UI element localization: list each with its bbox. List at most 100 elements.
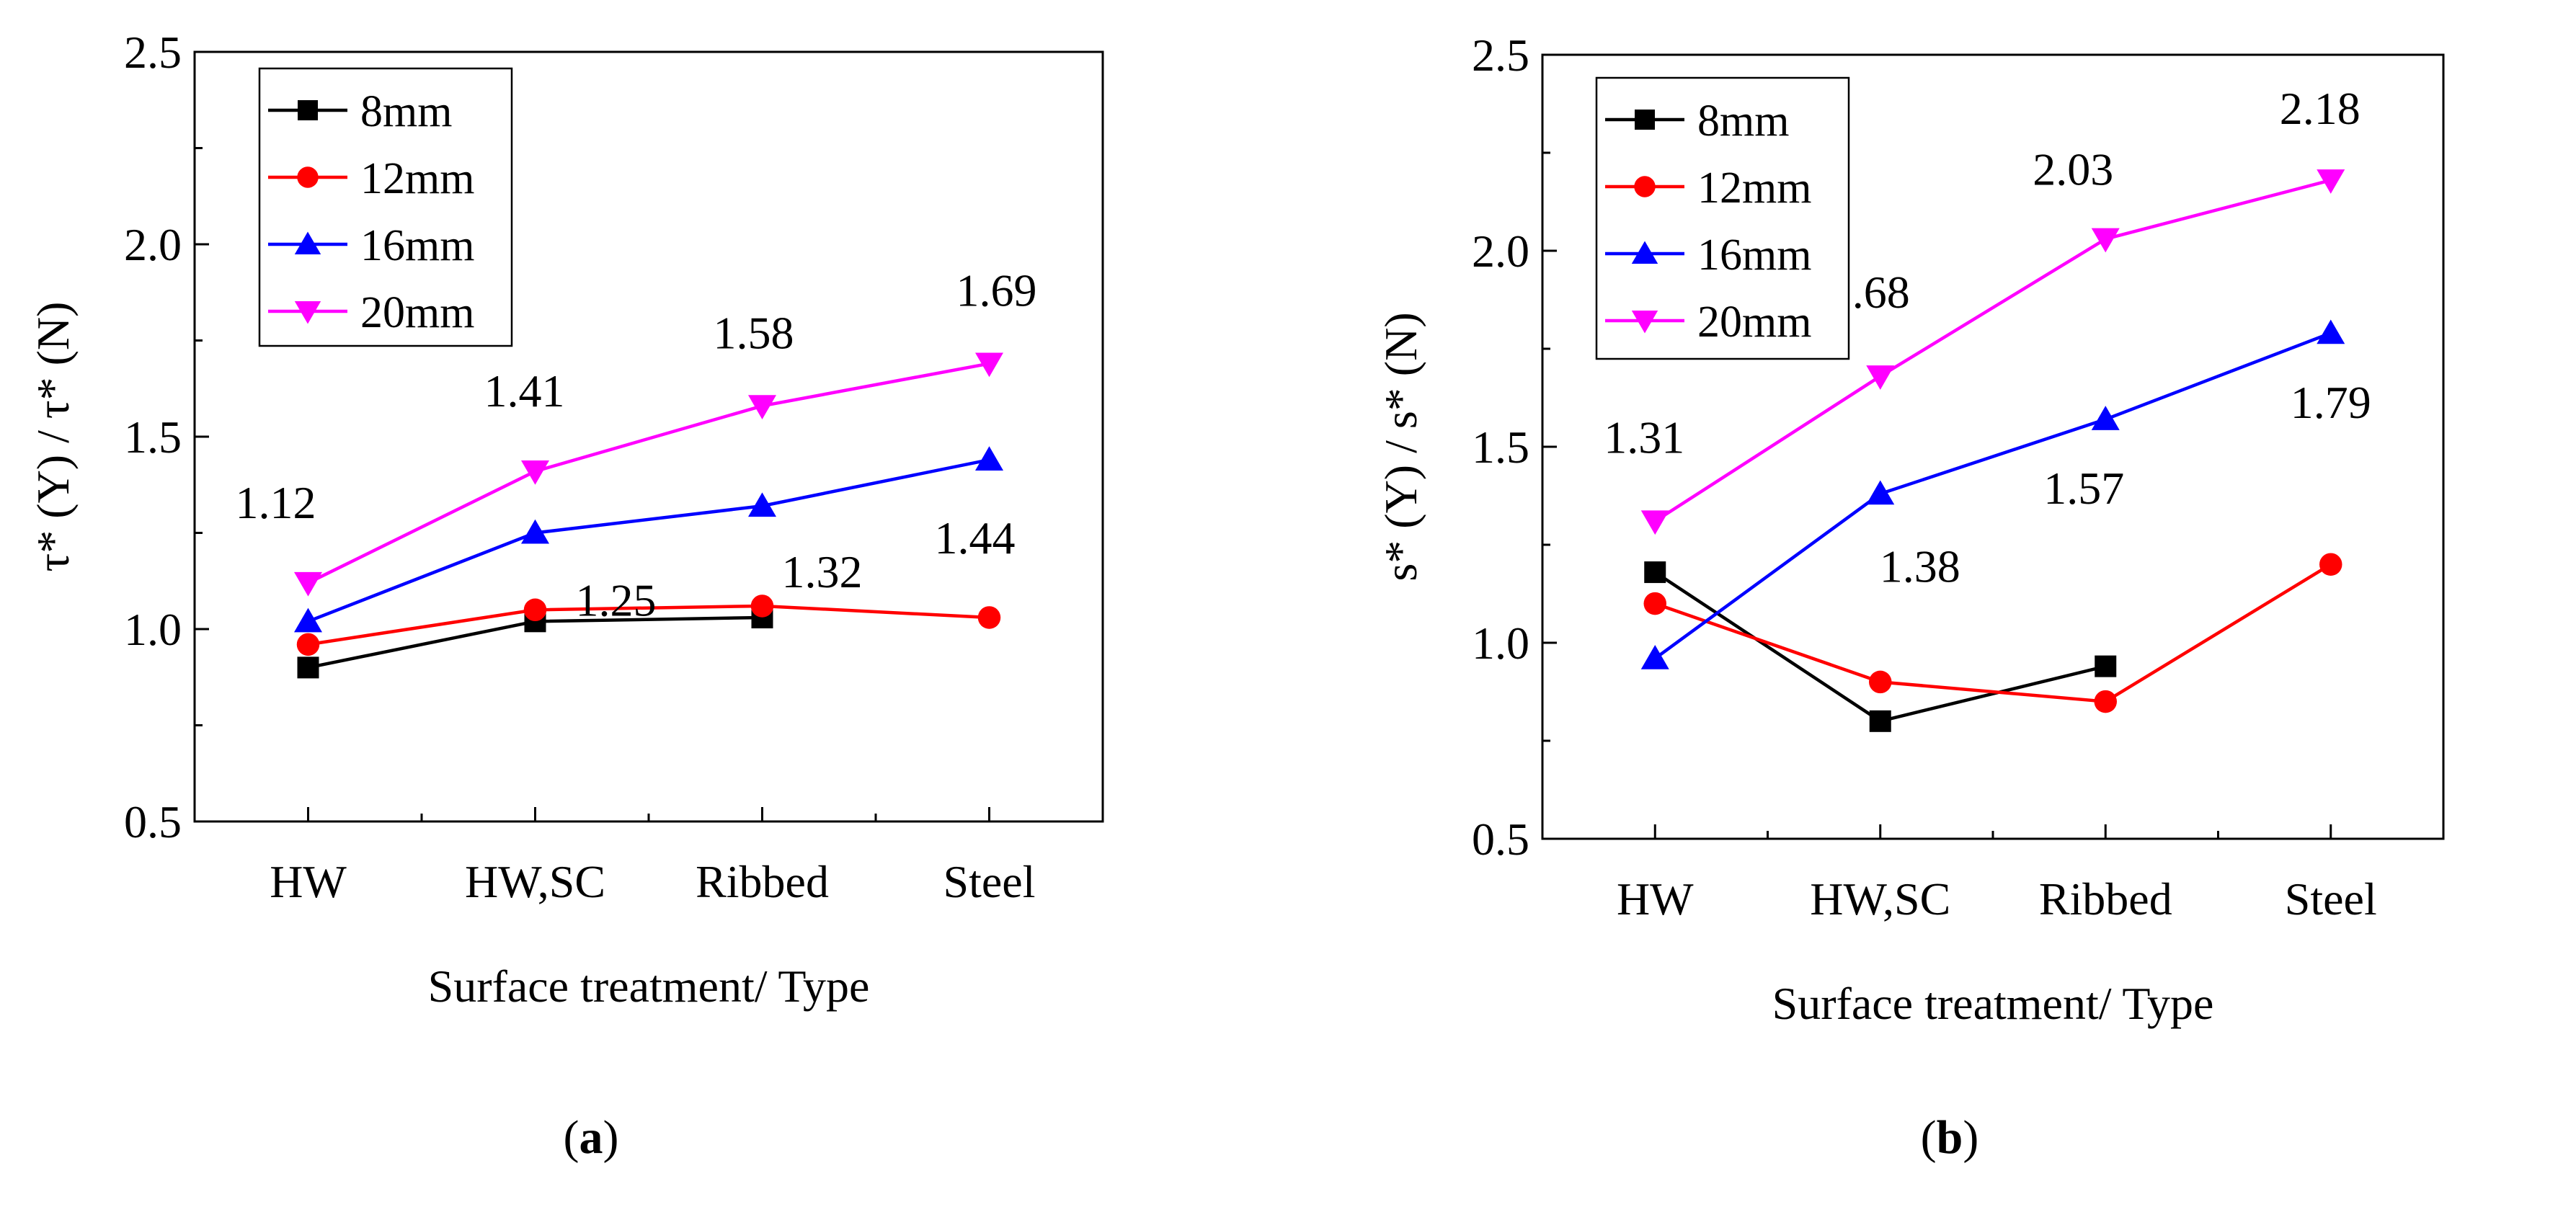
data-point: [2091, 406, 2120, 430]
series-12mm: [1643, 553, 2342, 713]
y-tick-label: 2.5: [1472, 30, 1529, 81]
data-label: 1.41: [484, 365, 565, 417]
series-12mm: [296, 594, 1001, 656]
panel-label-open: (: [564, 1111, 579, 1164]
x-tick-label: HW,SC: [1810, 873, 1950, 925]
legend-marker: [294, 301, 321, 324]
data-point: [294, 571, 322, 597]
legend-marker: [1631, 241, 1658, 264]
series-16mm: [294, 446, 1003, 633]
legend-item-12mm: 12mm: [1605, 164, 1811, 213]
data-point: [975, 352, 1003, 378]
data-point: [2091, 228, 2120, 253]
series-16mm: [1640, 319, 2345, 669]
legend-label: 20mm: [360, 288, 474, 337]
data-point: [1869, 710, 1891, 732]
data-point: [2317, 169, 2345, 194]
y-tick-label: 1.0: [1472, 618, 1529, 669]
legend-item-16mm: 16mm: [268, 221, 474, 270]
chart-panel-a: 0.5 1.0 1.5 2.0 2.5 HW HW,SC Ribbed Steel Surface…: [27, 27, 1104, 1164]
y-tick-label: 2.0: [1472, 226, 1529, 277]
data-point: [2094, 690, 2117, 713]
y-tick-label: 2.5: [124, 27, 182, 78]
legend-marker: [1635, 110, 1655, 130]
x-tick-label: Steel: [943, 856, 1036, 907]
legend-label: 8mm: [1697, 97, 1789, 146]
series-20mm: [294, 352, 1003, 597]
legend-marker: [1634, 176, 1656, 197]
y-tick-label: 0.5: [124, 796, 182, 847]
data-point: [1866, 480, 1895, 505]
series-line: [308, 604, 990, 646]
panel-label-close: ): [1963, 1111, 1978, 1164]
data-label: 1.44: [935, 512, 1016, 564]
legend-item-16mm: 16mm: [1605, 231, 1811, 280]
data-point: [977, 606, 1001, 629]
data-point: [2317, 319, 2345, 344]
data-point: [294, 607, 322, 633]
legend-label: 16mm: [360, 221, 474, 270]
x-axis-title: Surface treatment/ Type: [1772, 978, 2214, 1029]
x-tick-label: Ribbed: [696, 856, 829, 907]
data-label: 1.31: [1604, 411, 1684, 463]
panel-label-letter: b: [1937, 1111, 1963, 1164]
data-label: 1.58: [714, 307, 794, 358]
legend-item-20mm: 20mm: [268, 288, 474, 337]
panel-label: (b): [1921, 1111, 1979, 1164]
data-point: [521, 460, 549, 485]
data-label: 1.38: [1880, 540, 1960, 592]
legend-label: 20mm: [1697, 298, 1811, 347]
y-tick-label: 2.0: [124, 219, 182, 270]
data-point: [975, 446, 1003, 471]
chart-panel-b: 0.5 1.0 1.5 2.0 2.5 HW HW,SC Ribbed Steel Surface…: [1375, 30, 2445, 1164]
y-axis-title: τ* (Y) / τ* (N): [27, 302, 79, 572]
legend-label: 12mm: [1697, 164, 1811, 213]
series-20mm: [1640, 169, 2345, 535]
data-point: [521, 519, 549, 544]
data-point: [296, 633, 320, 656]
legend-marker: [1631, 311, 1658, 334]
data-label: 2.18: [2280, 83, 2360, 134]
data-label: 1.32: [782, 546, 863, 597]
legend: 8mm 12mm 16mm 20mm: [258, 67, 513, 347]
legend-marker: [297, 166, 319, 188]
legend-marker: [294, 231, 321, 254]
x-tick-label: Steel: [2285, 873, 2377, 925]
data-label: 2.03: [2033, 144, 2113, 195]
series-line: [1654, 563, 2332, 703]
y-tick-label: 1.5: [124, 411, 182, 463]
data-point: [523, 598, 547, 622]
x-tick-label: HW: [1617, 873, 1694, 925]
x-axis-title: Surface treatment/ Type: [428, 961, 870, 1012]
x-tick-label: HW: [270, 856, 347, 907]
data-point: [1644, 561, 1666, 584]
x-tick-label: Ribbed: [2039, 873, 2172, 925]
data-point: [748, 492, 776, 517]
data-label: 1.69: [956, 265, 1037, 316]
legend-marker: [298, 100, 318, 120]
data-point: [750, 594, 774, 618]
legend-label: 12mm: [360, 154, 474, 203]
data-label: 1.25: [576, 575, 657, 626]
series-line: [1653, 331, 2332, 660]
data-label: 1.12: [236, 477, 316, 528]
panel-label-close: ): [603, 1111, 619, 1164]
panel-label: (a): [564, 1111, 619, 1164]
series-line: [1654, 178, 2332, 523]
legend-item-8mm: 8mm: [1605, 97, 1789, 146]
data-point: [1640, 510, 1669, 535]
series-line: [307, 362, 990, 584]
legend-item-20mm: 20mm: [1605, 298, 1811, 347]
panel-label-open: (: [1921, 1111, 1937, 1164]
data-point: [1643, 592, 1666, 615]
legend: 8mm 12mm 16mm 20mm: [1595, 76, 1850, 360]
data-point: [1640, 645, 1669, 669]
data-point: [2319, 553, 2342, 576]
y-axis-title: s* (Y) / s* (N): [1375, 312, 1426, 581]
data-point: [748, 395, 776, 420]
y-tick-label: 1.0: [124, 604, 182, 655]
data-point: [297, 656, 319, 679]
data-label: 1.57: [2043, 463, 2124, 514]
legend-item-12mm: 12mm: [268, 154, 474, 203]
